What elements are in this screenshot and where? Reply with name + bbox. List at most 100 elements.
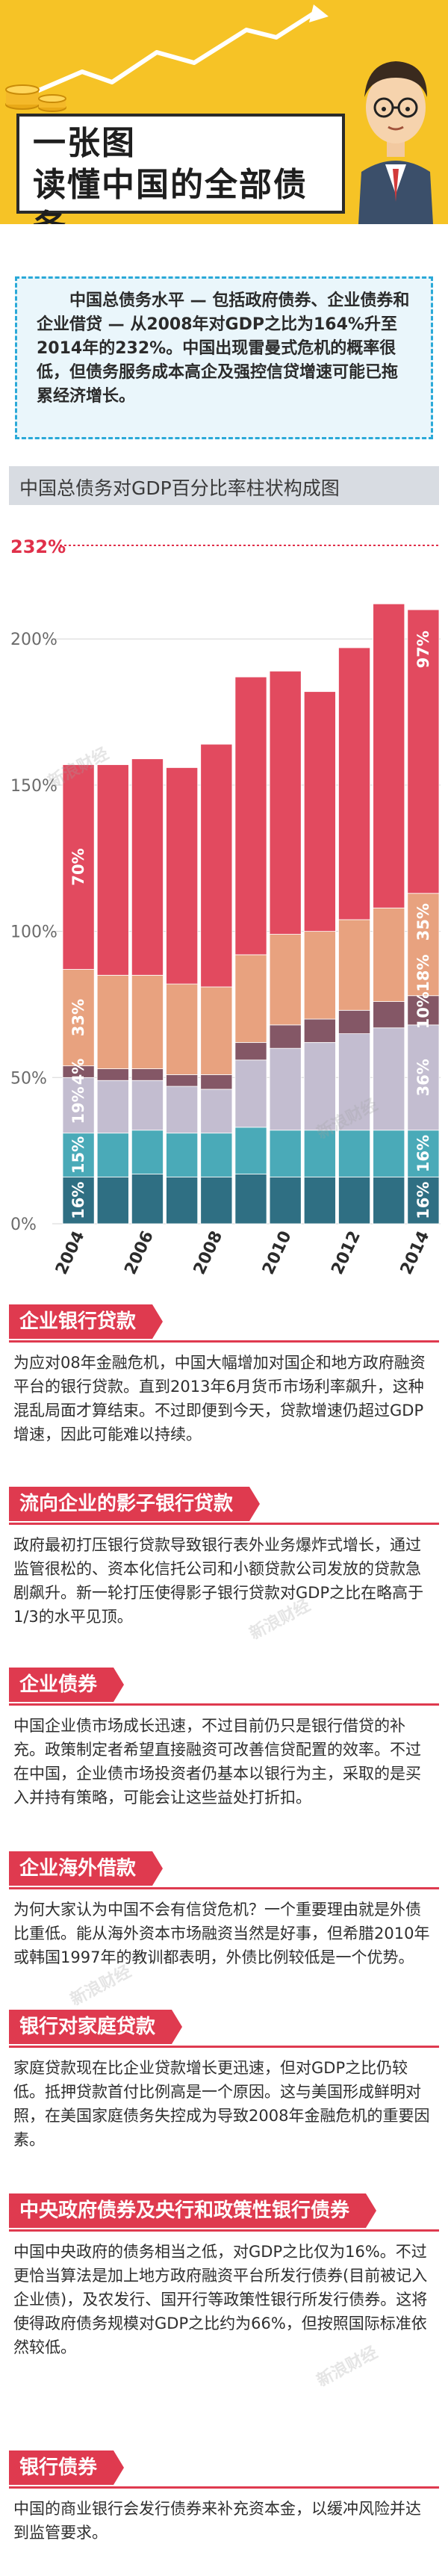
y-tick-label: 0% — [10, 1216, 37, 1234]
section-title: 企业银行贷款 — [9, 1304, 164, 1339]
x-tick-label: 2004 — [52, 1228, 89, 1278]
bar-label-2004: 33% — [69, 999, 87, 1036]
bar-segment-2011-4 — [303, 931, 336, 1020]
y-tick-label: 150% — [10, 777, 57, 796]
section-text: 家庭贷款现在比企业贷款增长更迅速，但对GDP之比仍较低。抵押贷款首付比例高是一个… — [13, 2059, 430, 2149]
bar-label-2014: 36% — [414, 1059, 432, 1096]
bar-segment-2008-1 — [200, 1133, 233, 1177]
bar-segment-2010-0 — [269, 1176, 302, 1224]
section-title: 流向企业的影子银行贷款 — [9, 1487, 261, 1521]
bar-segment-2006-5 — [131, 758, 164, 976]
bar-segment-2006-1 — [131, 1130, 164, 1174]
businessman-icon — [358, 61, 433, 224]
section-title: 银行债券 — [9, 2450, 125, 2485]
bar-segment-2009-0 — [234, 1174, 267, 1224]
bar-segment-2008-3 — [200, 1074, 233, 1090]
page-title: 一张图 读懂中国的全部债务 — [16, 114, 345, 224]
section-text: 中国的商业银行会发行债券来补充资本金，以缓冲风险并达到监管要求。 — [13, 2500, 421, 2542]
bar-segment-2005-4 — [96, 974, 129, 1069]
bar-segment-2011-2 — [303, 1041, 336, 1131]
y-tick-label: 200% — [10, 631, 57, 649]
chart-title-bar: 中国总债务对GDP百分比率柱状构成图 — [9, 466, 439, 505]
chart-bars — [62, 603, 440, 1224]
bar-segment-2012-0 — [338, 1176, 371, 1224]
bar-label-2014: 10% — [414, 991, 432, 1029]
bar-label-2004: 15% — [69, 1136, 87, 1174]
bar-segment-2011-3 — [303, 1018, 336, 1043]
section-text: 为应对08年金融危机，中国大幅增加对国企和地方政府融资平台的银行贷款。直到201… — [13, 1354, 426, 1443]
bar-segment-2006-4 — [131, 974, 164, 1069]
title-line-1: 一张图 — [33, 124, 136, 162]
bar-segment-2013-4 — [373, 907, 405, 1002]
bar-segment-2012-2 — [338, 1033, 371, 1131]
bar-segment-2009-3 — [234, 1041, 267, 1061]
bar-label-2014: 18% — [414, 954, 432, 991]
section-text: 政府最初打压银行贷款导致银行表外业务爆炸式增长，通过监管很松的、资本化信托公司和… — [13, 1536, 424, 1626]
section-title: 中央政府债券及央行和政策性银行债券 — [9, 2193, 377, 2228]
y-tick-label: 100% — [10, 923, 57, 942]
section-title: 企业海外借款 — [9, 1851, 164, 1886]
bar-segment-2005-0 — [96, 1176, 129, 1224]
header-banner: 一张图 读懂中国的全部债务 — [0, 0, 448, 224]
bar-segment-2004-0 — [62, 1176, 95, 1224]
bar-segment-2013-2 — [373, 1027, 405, 1131]
bar-segment-2006-3 — [131, 1068, 164, 1081]
bar-segment-2008-4 — [200, 986, 233, 1075]
x-tick-label: 2006 — [121, 1228, 158, 1278]
bar-segment-2005-5 — [96, 764, 129, 976]
x-tick-label: 2014 — [397, 1228, 434, 1278]
section-overseas-borrowing: 企业海外借款 为何大家认为中国不会有信贷危机？一个重要理由就是外债比重低。能从海… — [0, 1851, 448, 1969]
bar-segment-2008-5 — [200, 743, 233, 988]
y-tick-label: 50% — [10, 1069, 47, 1088]
chart-bar-labels: 16% 15% 19%4% 33% 70% 16% 16% 36% 10%18% 35% 97% — [69, 631, 432, 1219]
x-tick-label: 2010 — [259, 1228, 296, 1278]
bar-segment-2010-4 — [269, 934, 302, 1026]
bar-label-2014: 97% — [414, 631, 432, 668]
bar-segment-2007-4 — [166, 983, 199, 1075]
bar-segment-2010-1 — [269, 1130, 302, 1177]
section-text: 中国中央政府的债务相当之低，对GDP之比仅为16%。不过更恰当算法是加上地方政府… — [13, 2243, 428, 2356]
bar-segment-2014-5 — [407, 609, 440, 894]
bar-segment-2010-2 — [269, 1047, 302, 1131]
bar-label-2014: 16% — [414, 1135, 432, 1172]
bar-label-2004: 16% — [69, 1182, 87, 1219]
bar-segment-2008-0 — [200, 1176, 233, 1224]
bar-segment-2004-1 — [62, 1133, 95, 1177]
bar-segment-2011-1 — [303, 1130, 336, 1177]
bar-segment-2009-2 — [234, 1059, 267, 1128]
bar-label-2004: 4% — [69, 1059, 87, 1086]
bar-segment-2007-1 — [166, 1133, 199, 1177]
bar-segment-2012-1 — [338, 1130, 371, 1177]
bar-label-2014: 16% — [414, 1182, 432, 1219]
bar-segment-2013-3 — [373, 1001, 405, 1029]
section-text: 为何大家认为中国不会有信贷危机？一个重要理由就是外债比重低。能从海外资本市场融资… — [13, 1901, 430, 1966]
bar-segment-2007-5 — [166, 767, 199, 985]
coins-icon — [5, 84, 66, 112]
bar-segment-2014-0 — [407, 1176, 440, 1224]
bar-segment-2011-5 — [303, 691, 336, 932]
bar-segment-2014-2 — [407, 1024, 440, 1131]
bar-segment-2007-2 — [166, 1086, 199, 1134]
x-tick-label: 2012 — [328, 1228, 364, 1278]
section-title: 银行对家庭贷款 — [9, 2010, 183, 2044]
bar-segment-2004-4 — [62, 969, 95, 1067]
y-max-label: 232% — [10, 536, 66, 557]
section-bank-bonds: 银行债券 中国的商业银行会发行债券来补充资本金，以缓冲风险并达到监管要求。 — [0, 2450, 448, 2545]
section-shadow-banking: 流向企业的影子银行贷款 政府最初打压银行贷款导致银行表外业务爆炸式增长，通过监管… — [0, 1487, 448, 1629]
bar-segment-2010-5 — [269, 670, 302, 935]
bar-segment-2007-0 — [166, 1176, 199, 1224]
bar-segment-2010-3 — [269, 1024, 302, 1049]
bar-segment-2012-5 — [338, 647, 371, 920]
bar-segment-2009-4 — [234, 954, 267, 1043]
bar-segment-2014-4 — [407, 893, 440, 997]
bar-segment-2005-2 — [96, 1080, 129, 1134]
bar-segment-2009-1 — [234, 1127, 267, 1174]
stacked-bar-chart: 16% 15% 19%4% 33% 70% 16% 16% 36% 10%18% 35% 97% 0… — [10, 536, 441, 1278]
bar-segment-2012-3 — [338, 1009, 371, 1035]
section-corporate-bank-loans: 企业银行贷款 为应对08年金融危机，中国大幅增加对国企和地方政府融资平台的银行贷… — [0, 1304, 448, 1446]
section-corporate-bonds: 企业债券 中国企业债市场成长迅速，不过目前仍只是银行借贷的补充。政策制定者希望直… — [0, 1668, 448, 1809]
bar-segment-2013-0 — [373, 1176, 405, 1224]
intro-box: 中国总债务水平 — 包括政府债券、企业债券和企业借贷 — 从2008年对GDP之… — [15, 276, 433, 439]
trend-arrow-icon — [5, 4, 329, 112]
bar-segment-2008-2 — [200, 1089, 233, 1134]
